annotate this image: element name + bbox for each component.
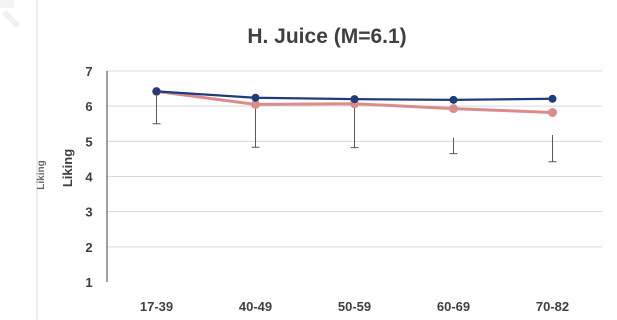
corner-mark-diagonal <box>2 10 20 28</box>
y-axis-label: Liking <box>60 149 75 187</box>
x-tick-label-70-82: 70-82 <box>536 299 569 314</box>
series-2-point-70-82 <box>548 107 557 117</box>
x-tick-label-50-59: 50-59 <box>338 299 371 314</box>
y-tick-label-1: 1 <box>85 275 92 290</box>
corner-marks <box>0 0 20 28</box>
series <box>152 86 557 117</box>
series-1-point-40-49 <box>251 93 260 102</box>
error-bars <box>152 91 557 163</box>
y-tick-label-6: 6 <box>85 99 92 114</box>
error-bar-50-59 <box>350 103 359 149</box>
y-tick-label-3: 3 <box>85 205 92 220</box>
corner-mark-top <box>0 0 14 8</box>
x-tick-labels: 17-39 40-49 50-59 60-69 70-82 <box>140 299 569 314</box>
chart-title: H. Juice (M=6.1) <box>247 25 406 48</box>
series-1-point-17-39 <box>152 87 161 96</box>
error-bar-60-69 <box>449 137 458 155</box>
series-1-point-60-69 <box>449 95 458 104</box>
series-2-point-40-49 <box>251 99 260 109</box>
y-tick-label-7: 7 <box>85 64 92 79</box>
error-bar-40-49 <box>251 104 260 148</box>
series-1-point-50-59 <box>350 95 359 104</box>
error-bar-70-82 <box>548 135 557 163</box>
series-1-point-70-82 <box>548 94 557 103</box>
y-tick-label-5: 5 <box>85 134 92 149</box>
y-axis-label-faint: Liking <box>36 160 47 189</box>
x-tick-label-60-69: 60-69 <box>437 299 470 314</box>
series-1 <box>152 87 557 104</box>
error-bar-17-39 <box>152 91 161 125</box>
y-tick-label-2: 2 <box>85 240 92 255</box>
chart-frame <box>36 0 38 320</box>
y-tick-labels: 1 2 3 4 5 6 7 <box>85 64 93 290</box>
x-tick-label-17-39: 17-39 <box>140 299 173 314</box>
y-tick-label-4: 4 <box>85 170 93 185</box>
x-tick-label-40-49: 40-49 <box>239 299 272 314</box>
series-2-point-60-69 <box>449 104 458 114</box>
